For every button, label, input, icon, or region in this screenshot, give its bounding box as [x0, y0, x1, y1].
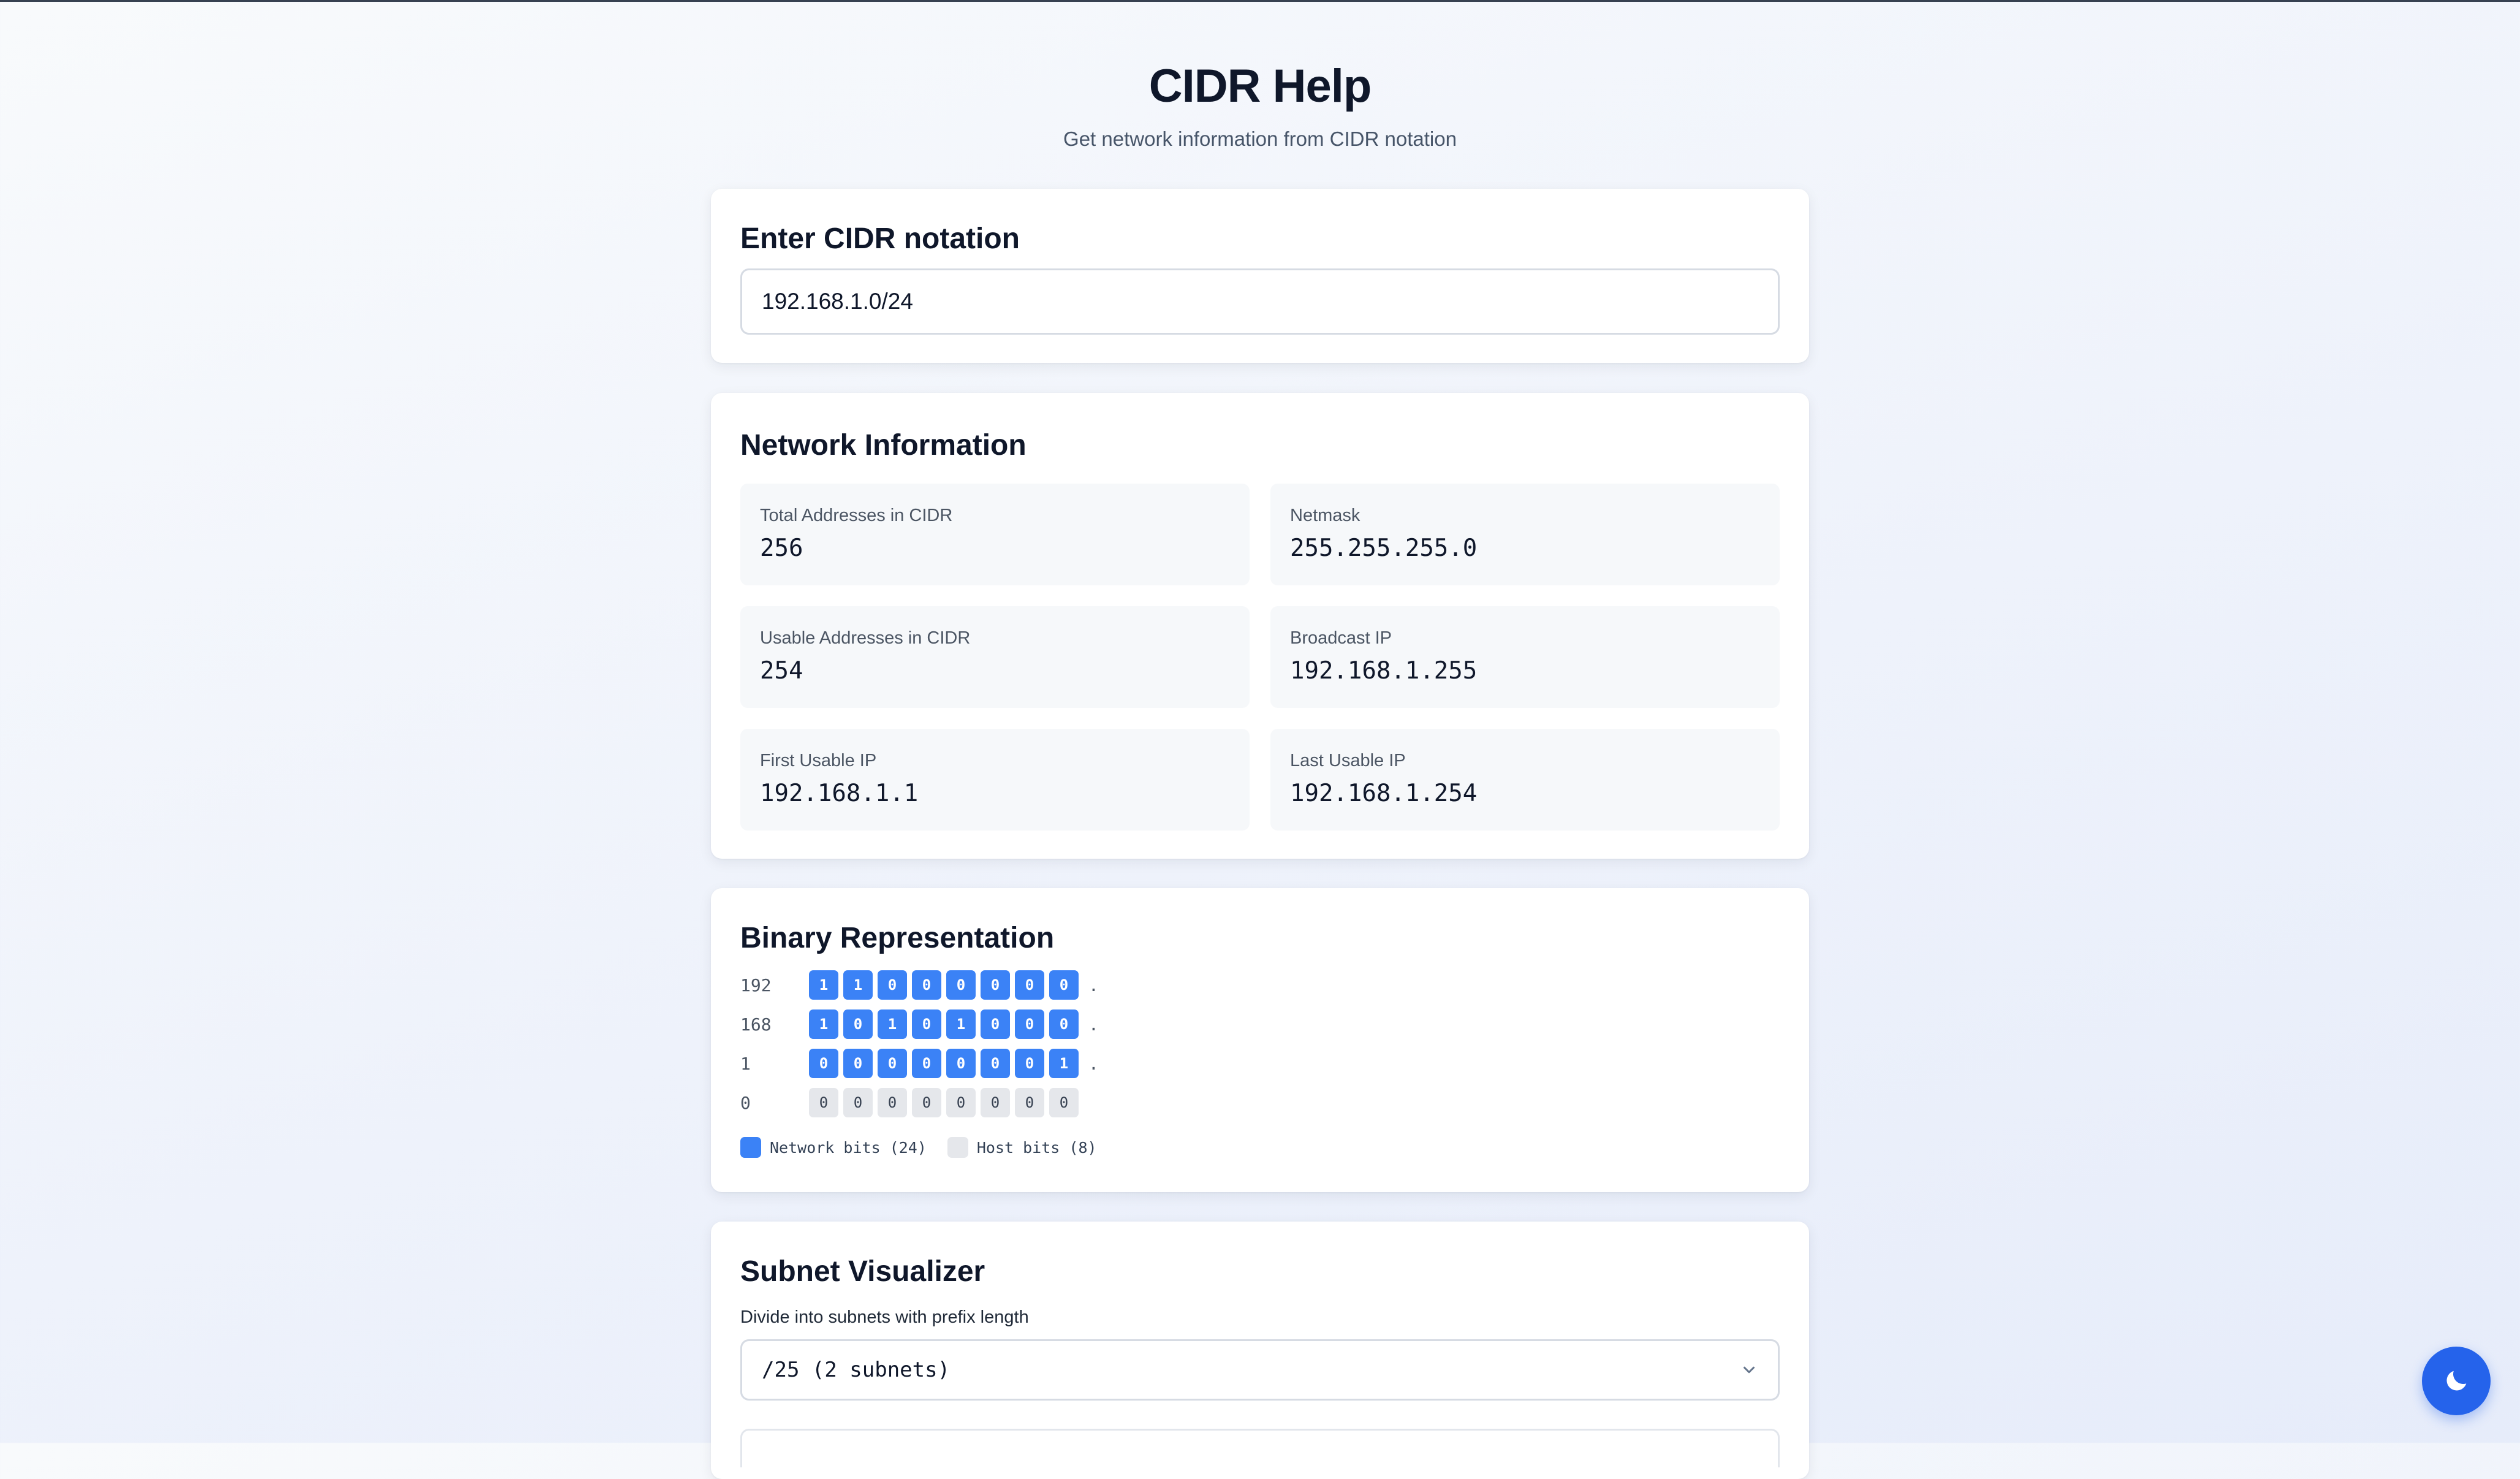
- legend-network-label: Network bits (24): [770, 1138, 927, 1157]
- binary-rows: 192 1 1 0 0 0 0 0 0. 168 1 0 1 0 1 0 0 0. 1 0 0 0 0 0 0 0 1. 0 0 0 0 0 0…: [740, 965, 1780, 1122]
- theme-toggle-button[interactable]: [2422, 1347, 2491, 1415]
- moon-icon: [2446, 1371, 2467, 1391]
- host-bit: 0: [912, 1088, 941, 1117]
- network-info-card: Network Information Total Addresses in C…: [711, 393, 1809, 859]
- info-last-usable-ip: Last Usable IP 192.168.1.254: [1270, 729, 1780, 831]
- legend-host-label: Host bits (8): [976, 1138, 1097, 1157]
- info-value: 192.168.1.255: [1290, 657, 1478, 685]
- network-bit: 0: [843, 1049, 873, 1078]
- subnet-visualizer-card: Subnet Visualizer Divide into subnets wi…: [711, 1222, 1809, 1479]
- info-label: Usable Addresses in CIDR: [760, 628, 971, 648]
- network-bit: 0: [946, 970, 976, 1000]
- info-value: 255.255.255.0: [1290, 534, 1478, 562]
- network-bit: 1: [878, 1009, 907, 1039]
- chevron-down-icon: [1744, 1366, 1755, 1374]
- info-label: Netmask: [1290, 506, 1361, 525]
- cidr-input-card: Enter CIDR notation: [711, 189, 1809, 363]
- binary-card: Binary Representation 192 1 1 0 0 0 0 0 0. 168 1 0 1…: [711, 888, 1809, 1192]
- info-first-usable-ip: First Usable IP 192.168.1.1: [740, 729, 1250, 831]
- cidr-input[interactable]: [740, 268, 1780, 335]
- network-bit: 1: [843, 970, 873, 1000]
- network-bit: 1: [809, 970, 838, 1000]
- octet-label: 192: [740, 975, 772, 995]
- host-bit: 0: [946, 1088, 976, 1117]
- page-title: CIDR Help: [1148, 60, 1372, 112]
- info-total-addresses: Total Addresses in CIDR 256: [740, 484, 1250, 585]
- binary-octet-row: 192 1 1 0 0 0 0 0 0.: [740, 965, 1780, 1005]
- network-bit: 0: [1049, 970, 1079, 1000]
- network-bit: 0: [946, 1049, 976, 1078]
- network-swatch: [740, 1137, 761, 1158]
- host-bit: 0: [981, 1088, 1010, 1117]
- octet-label: 0: [740, 1092, 751, 1113]
- host-bit: 0: [878, 1088, 907, 1117]
- network-info-grid: Total Addresses in CIDR 256 Netmask 255.…: [740, 484, 1780, 831]
- octet-label: 168: [740, 1014, 772, 1035]
- network-bit: 0: [981, 1049, 1010, 1078]
- network-bit: 0: [878, 970, 907, 1000]
- binary-legend: Network bits (24) Host bits (8): [740, 1137, 1780, 1158]
- host-bit: 0: [843, 1088, 873, 1117]
- network-bit: 1: [1049, 1049, 1079, 1078]
- info-label: Total Addresses in CIDR: [760, 506, 953, 525]
- prefix-length-label: Divide into subnets with prefix length: [740, 1307, 1029, 1327]
- network-info-title: Network Information: [740, 429, 1027, 462]
- network-bit: 0: [809, 1049, 838, 1078]
- legend-network: Network bits (24): [740, 1137, 927, 1158]
- prefix-length-select[interactable]: /25 (2 subnets): [740, 1339, 1780, 1401]
- host-bit: 0: [1049, 1088, 1079, 1117]
- prefix-length-selected: /25 (2 subnets): [762, 1358, 951, 1382]
- network-bit: 0: [1015, 1009, 1044, 1039]
- binary-octet-row: 168 1 0 1 0 1 0 0 0.: [740, 1005, 1780, 1044]
- octet-separator: .: [1088, 975, 1099, 995]
- info-netmask: Netmask 255.255.255.0: [1270, 484, 1780, 585]
- network-bit: 0: [843, 1009, 873, 1039]
- subnet-visualizer-title: Subnet Visualizer: [740, 1255, 985, 1288]
- network-bit: 0: [1015, 1049, 1044, 1078]
- host-swatch: [947, 1137, 968, 1158]
- network-bit: 0: [912, 970, 941, 1000]
- info-usable-addresses: Usable Addresses in CIDR 254: [740, 606, 1250, 708]
- cidr-input-title: Enter CIDR notation: [740, 222, 1020, 255]
- network-bit: 0: [981, 970, 1010, 1000]
- info-value: 254: [760, 657, 803, 685]
- page-header: CIDR Help Get network information from C…: [0, 2, 2520, 151]
- octet-separator: .: [1088, 1014, 1099, 1035]
- network-bit: 0: [1015, 970, 1044, 1000]
- network-bit: 0: [981, 1009, 1010, 1039]
- legend-host: Host bits (8): [947, 1137, 1097, 1158]
- network-bit: 0: [912, 1009, 941, 1039]
- info-label: Broadcast IP: [1290, 628, 1392, 648]
- info-value: 192.168.1.254: [1290, 780, 1478, 807]
- host-bit: 0: [1015, 1088, 1044, 1117]
- network-bit: 0: [1049, 1009, 1079, 1039]
- network-bit: 0: [878, 1049, 907, 1078]
- subnet-list-panel: [740, 1429, 1780, 1467]
- info-value: 256: [760, 534, 803, 562]
- info-broadcast-ip: Broadcast IP 192.168.1.255: [1270, 606, 1780, 708]
- info-label: First Usable IP: [760, 751, 877, 770]
- network-bit: 1: [946, 1009, 976, 1039]
- network-bit: 0: [912, 1049, 941, 1078]
- page-subtitle: Get network information from CIDR notati…: [1063, 127, 1457, 150]
- info-value: 192.168.1.1: [760, 780, 919, 807]
- info-label: Last Usable IP: [1290, 751, 1406, 770]
- host-bit: 0: [809, 1088, 838, 1117]
- binary-title: Binary Representation: [740, 922, 1055, 954]
- octet-label: 1: [740, 1053, 751, 1074]
- network-bit: 1: [809, 1009, 838, 1039]
- octet-separator: .: [1088, 1053, 1099, 1074]
